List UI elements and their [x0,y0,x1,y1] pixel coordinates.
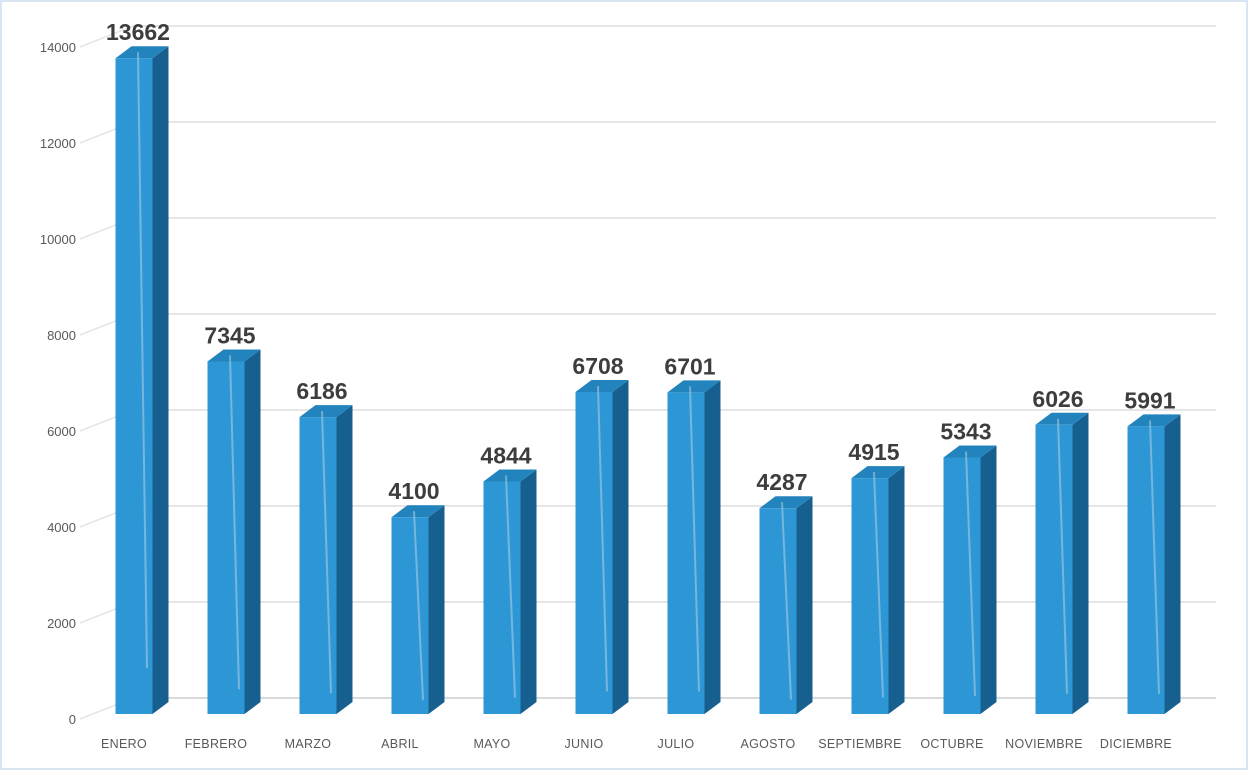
bar-highlight-streak [873,472,884,698]
bar-side-face [520,469,537,714]
bar-front-face [1127,426,1165,714]
bar-side-face [796,496,813,714]
bar-front-face [299,417,337,714]
bar-group [299,405,353,714]
bar-side-face [336,405,353,714]
bar-front-face [115,58,153,714]
bar-group [667,380,721,714]
bar-side-face [1072,412,1089,714]
bar-front-face [1035,424,1073,714]
bar-front-face [207,361,245,714]
x-category-label: ABRIL [381,737,419,751]
x-category-label: SEPTIEMBRE [818,737,902,751]
bar-side-face [612,380,629,714]
bar-highlight-streak [137,52,148,669]
x-category-label: JULIO [658,737,695,751]
grid-depth-line [79,25,134,48]
bar-value-label: 4100 [388,478,439,504]
bar-side-face [980,445,997,714]
bar-value-label: 7345 [204,322,255,348]
bar-front-face [575,392,613,714]
bar-front-face [851,478,889,714]
bar-side-face [428,505,445,714]
bar-highlight-streak [965,451,976,697]
bar-side-face [152,46,169,714]
bar-side-face [704,380,721,714]
bar-top-face [943,445,997,458]
bar-top-face [299,405,353,418]
bar-side-face [888,466,905,714]
bar-highlight-streak [689,386,700,692]
bar-value-label: 4915 [848,439,899,465]
bar-group [759,496,813,714]
x-category-label: AGOSTO [740,737,795,751]
bar-side-face [1164,414,1181,714]
bar-top-face [483,469,537,482]
bar-top-face [851,466,905,479]
x-category-label: JUNIO [565,737,604,751]
bar-group [1035,412,1089,714]
bar-group [851,466,905,714]
bar-group [207,349,261,714]
bar-value-label: 6701 [664,353,715,379]
bar-value-label: 6026 [1032,386,1083,412]
y-tick-label: 2000 [47,616,76,631]
bar-group [391,505,445,714]
bar-group [483,469,537,714]
bar-highlight-streak [781,502,792,700]
bar-top-face [575,380,629,393]
bar-side-face [244,349,261,714]
y-tick-label: 10000 [40,232,76,247]
x-category-label: NOVIEMBRE [1005,737,1083,751]
y-tick-label: 4000 [47,520,76,535]
bar-highlight-streak [597,385,608,692]
bar-highlight-streak [505,475,516,698]
bar-highlight-streak [229,355,240,690]
bar-highlight-streak [321,411,332,694]
bar-value-label: 4287 [756,469,807,495]
y-tick-label: 12000 [40,136,76,151]
bar-value-label: 13662 [106,19,170,45]
bar-group [1127,414,1181,714]
bar-top-face [391,505,445,518]
bar-front-face [667,392,705,714]
x-category-label: MARZO [285,737,332,751]
bar-top-face [207,349,261,362]
bar-highlight-streak [1057,418,1068,694]
y-tick-label: 14000 [40,40,76,55]
x-category-label: ENERO [101,737,147,751]
bar-top-face [1035,412,1089,425]
y-tick-label: 0 [69,712,76,727]
bar-value-label: 5991 [1124,387,1175,413]
bar-value-label: 5343 [940,419,991,445]
bar-top-face [115,46,169,59]
bar-value-label: 4844 [480,442,531,468]
bar-front-face [759,508,797,714]
x-category-label: MAYO [473,737,510,751]
bar-value-label: 6186 [296,378,347,404]
bar-group [943,445,997,714]
bar-front-face [391,517,429,714]
bar-group [575,380,629,714]
x-category-label: FEBRERO [185,737,248,751]
bar-highlight-streak [1149,420,1160,694]
bar-value-label: 6708 [572,353,623,379]
bar-top-face [667,380,721,393]
bar-top-face [759,496,813,509]
x-category-label: DICIEMBRE [1100,737,1172,751]
bar-highlight-streak [413,511,424,701]
x-category-label: OCTUBRE [920,737,983,751]
bar-top-face [1127,414,1181,427]
y-tick-label: 8000 [47,328,76,343]
bar-group [115,46,169,714]
bar-front-face [483,481,521,714]
y-tick-label: 6000 [47,424,76,439]
bar-front-face [943,457,981,714]
